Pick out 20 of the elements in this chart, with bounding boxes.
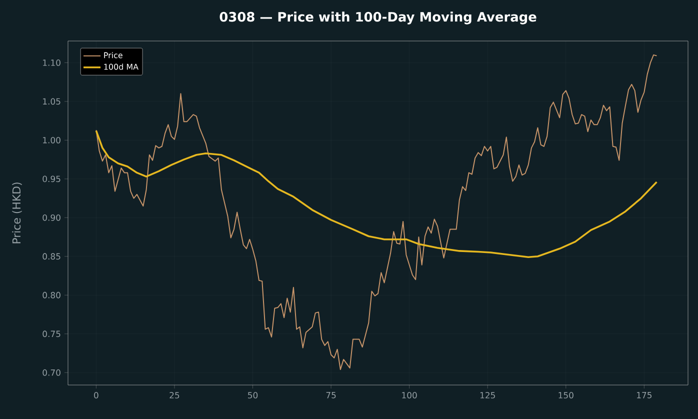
x-tick-label: 50 <box>248 392 258 398</box>
x-tick-label: 100 <box>402 392 417 398</box>
y-axis-title: Price (HKD) <box>12 182 22 244</box>
y-tick-label: 0.70 <box>42 369 60 376</box>
x-tick-label: 125 <box>480 392 495 398</box>
y-tick-label: 1.05 <box>43 98 60 105</box>
x-tick-label: 75 <box>326 392 336 398</box>
x-tick-label: 175 <box>637 392 652 398</box>
x-tick-label: 150 <box>558 392 574 398</box>
y-tick-label: 0.75 <box>42 330 60 338</box>
y-tick-label: 1.00 <box>43 136 60 144</box>
x-tick-label: 25 <box>170 392 180 398</box>
y-tick-label: 0.90 <box>42 214 60 221</box>
y-tick-label: 1.10 <box>43 59 60 66</box>
y-tick-label: 0.85 <box>42 253 60 260</box>
chart-title: 0308 — Price with 100-Day Moving Average <box>220 12 536 24</box>
line-series <box>96 54 658 370</box>
x-tick-label: 0 <box>94 392 98 398</box>
y-tick-label: 0.80 <box>42 292 60 298</box>
y-tick-label: 0.95 <box>42 176 60 182</box>
